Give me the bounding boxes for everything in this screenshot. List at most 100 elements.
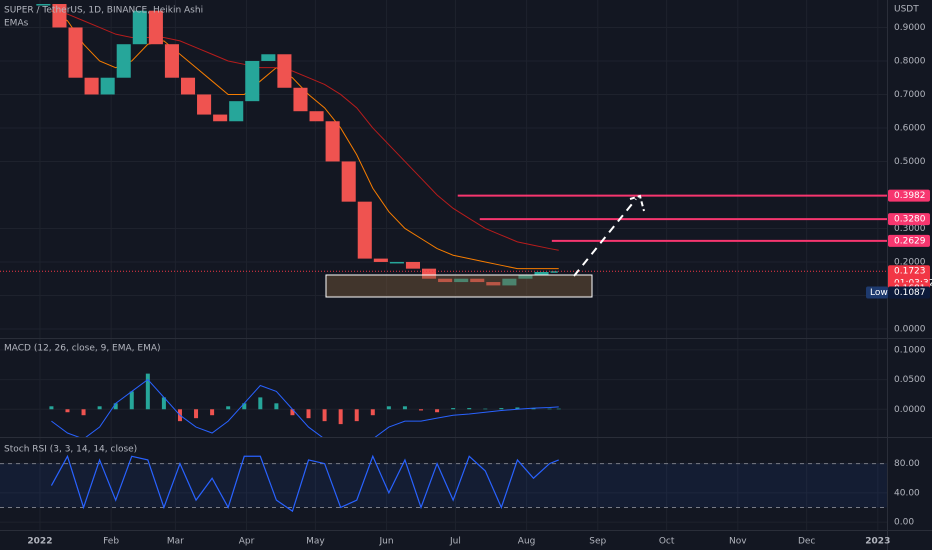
y-tick-label: 0.8000: [894, 56, 926, 66]
price-level-tag: [888, 213, 930, 226]
histogram-bar: [354, 409, 359, 422]
candle: [100, 77, 115, 95]
candle: [245, 60, 260, 102]
candle: [164, 44, 179, 78]
candle: [389, 261, 404, 264]
candle: [293, 87, 308, 112]
histogram-bar: [451, 408, 456, 410]
histogram-bar: [226, 406, 231, 410]
x-tick-label: Jul: [449, 537, 461, 547]
low-price-tag: [888, 286, 930, 299]
candle: [357, 201, 372, 259]
candle: [277, 54, 292, 88]
candle: [502, 278, 517, 286]
histogram-bar: [435, 409, 440, 413]
stoch-title: Stoch RSI (3, 3, 14, 14, close): [4, 445, 137, 455]
histogram-bar: [242, 403, 247, 410]
candle: [68, 27, 83, 78]
macd-line: [51, 378, 559, 437]
x-tick-label: Aug: [518, 537, 536, 547]
candle: [534, 272, 549, 276]
x-tick-label: Oct: [659, 537, 675, 547]
candle: [36, 4, 51, 6]
candle: [438, 278, 453, 283]
y-tick-label: 80.00: [894, 459, 920, 469]
x-tick-label: Feb: [103, 537, 119, 547]
y-tick-label: 0.6000: [894, 123, 926, 133]
price-pane: [0, 0, 887, 338]
candle: [486, 282, 501, 286]
histogram-bar: [97, 406, 102, 410]
y-tick-label: 0.2000: [894, 257, 926, 267]
histogram-bar: [145, 373, 150, 410]
ema-line: [51, 10, 559, 270]
x-tick-label: Apr: [239, 537, 255, 547]
candle: [325, 121, 340, 162]
histogram-bar: [338, 409, 343, 425]
histogram-bar: [419, 409, 424, 411]
histogram-bar: [531, 408, 536, 410]
histogram-bar: [65, 409, 70, 413]
candle: [550, 271, 558, 273]
candle: [84, 77, 99, 95]
price-level-label: 0.3982: [894, 191, 926, 201]
y-tick-label: 0.0000: [894, 405, 926, 415]
histogram-bar: [161, 397, 166, 410]
histogram-bar: [306, 409, 311, 419]
histogram-bar: [210, 409, 215, 416]
macd-title: MACD (12, 26, close, 9, EMA, EMA): [4, 344, 161, 354]
x-tick-label: May: [306, 537, 325, 547]
histogram-bar: [499, 408, 504, 410]
candle: [148, 10, 163, 45]
histogram-bar: [370, 409, 375, 416]
histogram-bar: [290, 409, 295, 416]
histogram-bar: [274, 403, 279, 410]
histogram-bar: [113, 403, 118, 410]
price-level-tag: [888, 189, 930, 202]
y-tick-label: 0.0000: [894, 324, 926, 334]
candle: [229, 101, 244, 122]
candle: [341, 161, 356, 202]
candle: [116, 44, 131, 78]
histogram-bar: [515, 407, 520, 410]
candle: [309, 111, 324, 122]
last-price-label: 0.1723: [894, 267, 926, 277]
candle: [180, 77, 196, 95]
x-tick-label: Mar: [167, 537, 184, 547]
candle: [52, 4, 67, 28]
x-tick-label: Dec: [798, 537, 815, 547]
histogram-bar: [258, 397, 263, 410]
histogram-bar: [194, 409, 199, 419]
x-tick-label: Nov: [729, 537, 747, 547]
candle: [132, 10, 147, 45]
x-tick-label: 2023: [865, 537, 890, 547]
y-tick-label: 0.1000: [894, 345, 926, 355]
band-fill: [0, 463, 887, 508]
price-level-tag: [888, 234, 930, 247]
candle: [470, 278, 485, 283]
y-tick-label: 0.5000: [894, 157, 926, 167]
candle: [454, 278, 469, 283]
candle: [405, 261, 421, 269]
candle: [422, 268, 437, 279]
histogram-bar: [386, 406, 391, 410]
arrow-head: [629, 194, 645, 212]
low-label: Low: [870, 288, 888, 298]
range-box: [325, 274, 593, 298]
chart-title: SUPER / TetherUS, 1D, BINANCE, Heikin As…: [4, 6, 203, 16]
low-tag: [866, 286, 888, 299]
histogram-bar: [81, 409, 86, 416]
candle: [518, 275, 533, 279]
histogram-bar: [49, 406, 54, 410]
histogram-bar: [322, 409, 327, 422]
axes: 0.0000 0.1000 0.2000 0.3000 0.5000 0.6000 0.70…: [27, 23, 932, 547]
y-tick-label: 0.00: [894, 518, 914, 528]
indicator-label: EMAs: [4, 19, 29, 29]
x-tick-label: Sep: [589, 537, 606, 547]
y-tick-label: 0.9000: [894, 23, 926, 33]
stoch-k: [50, 454, 559, 513]
candle: [261, 54, 276, 61]
stoch-pane: [0, 438, 887, 530]
y-tick-label: 0.0500: [894, 375, 926, 385]
